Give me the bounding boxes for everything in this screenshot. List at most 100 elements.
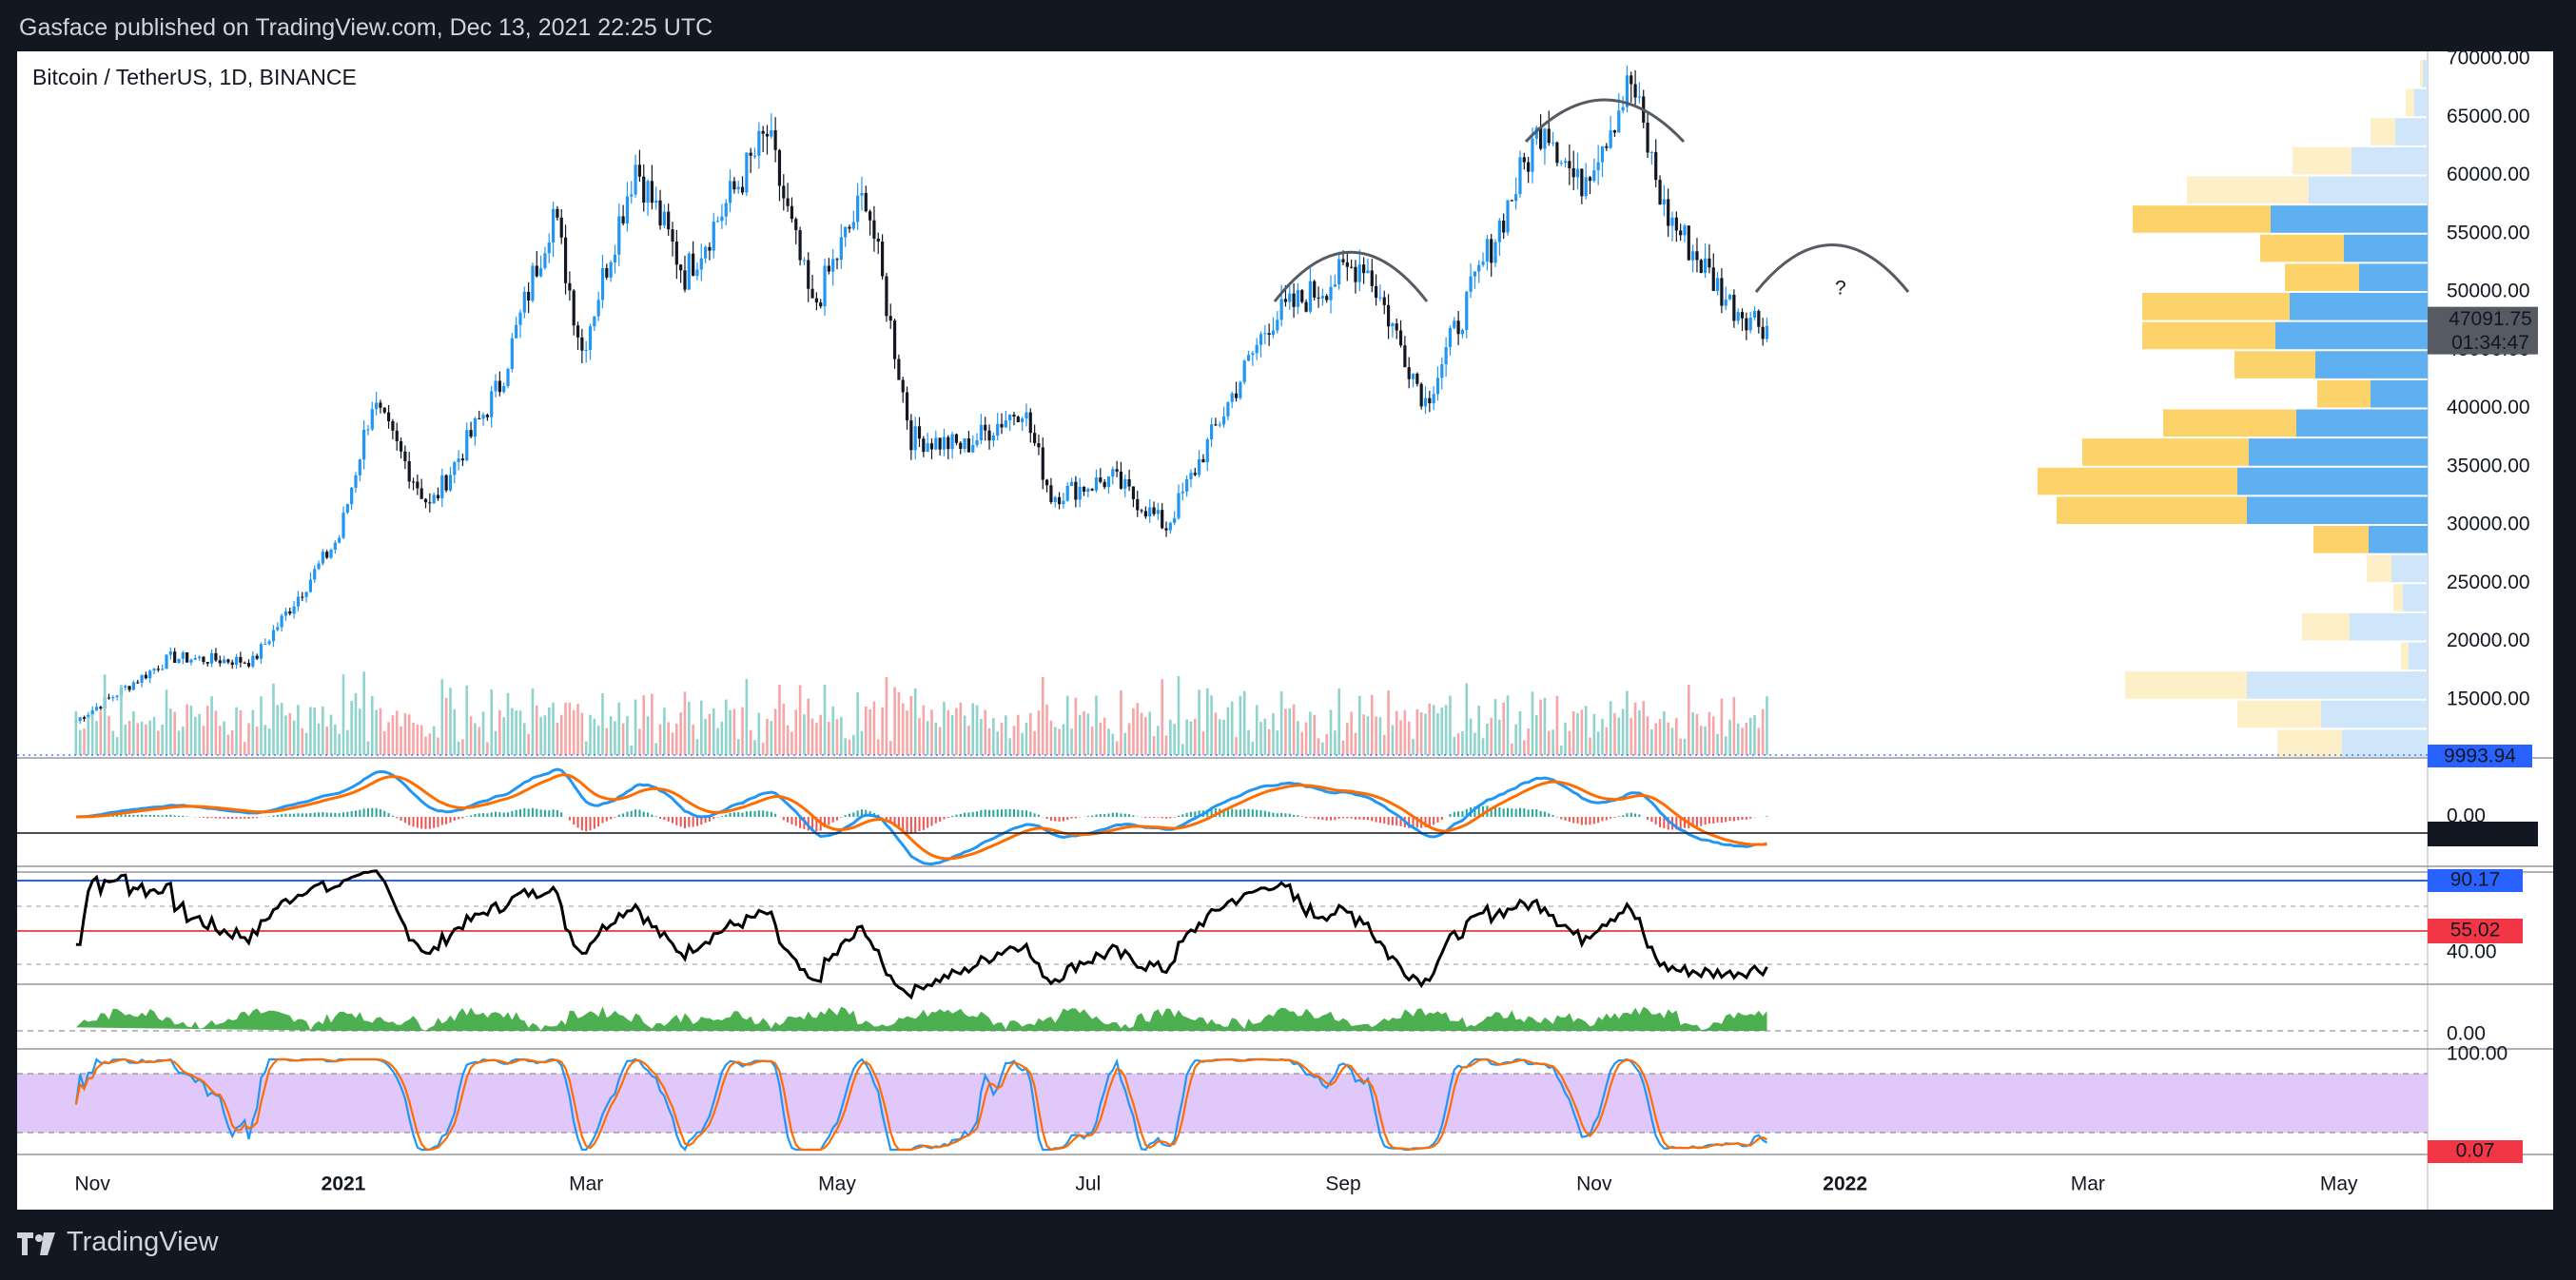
volume-bar [382, 730, 386, 755]
volume-bar [757, 712, 761, 755]
candle-body [946, 436, 950, 450]
macd-histogram-bar [272, 815, 275, 817]
volume-profile-sell-bar [2187, 176, 2309, 204]
volume-bar [518, 710, 522, 755]
volume-bar [1728, 719, 1731, 755]
volume-bar [1378, 717, 1382, 755]
candle-body [1654, 151, 1658, 181]
macd-histogram-bar [1708, 817, 1710, 824]
volume-bar [638, 728, 641, 755]
macd-histogram-bar [1675, 817, 1678, 830]
candle-body [440, 475, 444, 499]
chart-area[interactable]: 70000.00 65000.00 60000.00 55000.00 50000.00… [17, 51, 2553, 1210]
macd-histogram-bar [1313, 817, 1316, 819]
candle-body [593, 316, 596, 327]
macd-histogram-bar [1074, 817, 1077, 819]
macd-histogram-bar [1222, 808, 1225, 817]
candle-body [1094, 477, 1099, 491]
macd-histogram-bar [1062, 817, 1064, 822]
volume-profile-buy-bar [2359, 263, 2428, 291]
macd-histogram-bar [1650, 817, 1653, 823]
volume-bar [1502, 702, 1505, 755]
volume-bar [1711, 716, 1715, 755]
macd-histogram-bar [1185, 812, 1188, 817]
candle-body [321, 552, 324, 564]
candle-body [1625, 75, 1630, 107]
candle-body [1411, 373, 1415, 379]
volume-bar [1272, 712, 1275, 755]
candle-body [1337, 259, 1341, 285]
volume-bar [1375, 716, 1377, 755]
volume-bar [741, 707, 744, 755]
volume-bar [1334, 730, 1337, 755]
macd-histogram-bar [1691, 817, 1694, 827]
macd-histogram-bar [498, 812, 501, 817]
volume-bar [490, 688, 494, 755]
candle-body [1181, 491, 1184, 494]
candle-body [1633, 84, 1637, 98]
tradingview-brand[interactable]: TradingView [67, 1227, 219, 1257]
price-tick-label: 70000.00 [2447, 51, 2530, 69]
candle-body [1292, 293, 1296, 307]
volume-bar [218, 726, 222, 755]
price-tick-label: 60000.00 [2447, 164, 2530, 185]
macd-histogram-bar [605, 817, 608, 822]
macd-histogram-bar [811, 817, 814, 832]
macd-histogram-bar [379, 809, 381, 817]
candle-body [897, 359, 901, 380]
tradingview-logo-icon[interactable] [17, 1232, 59, 1257]
candle-body [1460, 329, 1465, 335]
volume-profile-buy-bar [2237, 467, 2428, 495]
volume-bar [535, 705, 538, 755]
volume-bar [1222, 719, 1225, 755]
candle-body [1448, 327, 1453, 347]
candle-body [1140, 510, 1143, 512]
volume-bar [1157, 726, 1160, 755]
candle-body [757, 130, 761, 156]
candle-body [979, 424, 983, 441]
volume-bar [1259, 722, 1262, 755]
candle-body [596, 300, 600, 317]
candle-body [518, 312, 522, 325]
macd-histogram-bar [412, 817, 415, 827]
candle-body [1193, 473, 1197, 475]
volume-bar [1436, 713, 1439, 755]
candle-body [1444, 346, 1448, 365]
volume-bar [165, 689, 168, 755]
candle-body [1617, 110, 1621, 133]
candles [74, 65, 1769, 725]
volume-bar [83, 728, 86, 755]
chart-svg[interactable]: 70000.00 65000.00 60000.00 55000.00 50000.00… [17, 51, 2553, 1210]
macd-histogram-bar [420, 817, 423, 829]
volume-bar [1539, 699, 1542, 755]
volume-bar [120, 685, 123, 755]
candle-body [1407, 367, 1411, 379]
candle-body [1765, 325, 1769, 339]
volume-bar [593, 718, 596, 755]
symbol-title: Bitcoin / TetherUS, 1D, BINANCE [32, 65, 357, 89]
candle-body [338, 537, 342, 543]
macd-histogram-bar [371, 807, 374, 817]
macd-histogram-bar [1592, 817, 1595, 824]
macd-histogram-bar [1531, 809, 1533, 817]
volume-bar [1230, 701, 1234, 755]
volume-bar [486, 742, 489, 755]
macd-histogram-bar [1555, 817, 1558, 818]
volume-bar [1045, 704, 1048, 755]
macd-histogram-bar [403, 817, 406, 824]
low-mark-label: 9993.94 [2444, 746, 2516, 767]
macd-histogram-bar [1507, 807, 1510, 817]
volume-profile-sell-bar [2420, 60, 2423, 87]
candle-body [1674, 217, 1678, 231]
macd-histogram-bar [675, 817, 678, 825]
macd-histogram-bar [141, 814, 144, 817]
macd-histogram-bar [971, 811, 974, 817]
volume-bar [1086, 713, 1090, 755]
volume-bar [202, 726, 205, 755]
volume-bar [1304, 722, 1308, 755]
volume-bar [1424, 713, 1427, 755]
volume-bar [157, 730, 160, 755]
candle-body [485, 415, 489, 417]
volume-bar [897, 691, 901, 755]
price-tick-label: 55000.00 [2447, 222, 2530, 243]
